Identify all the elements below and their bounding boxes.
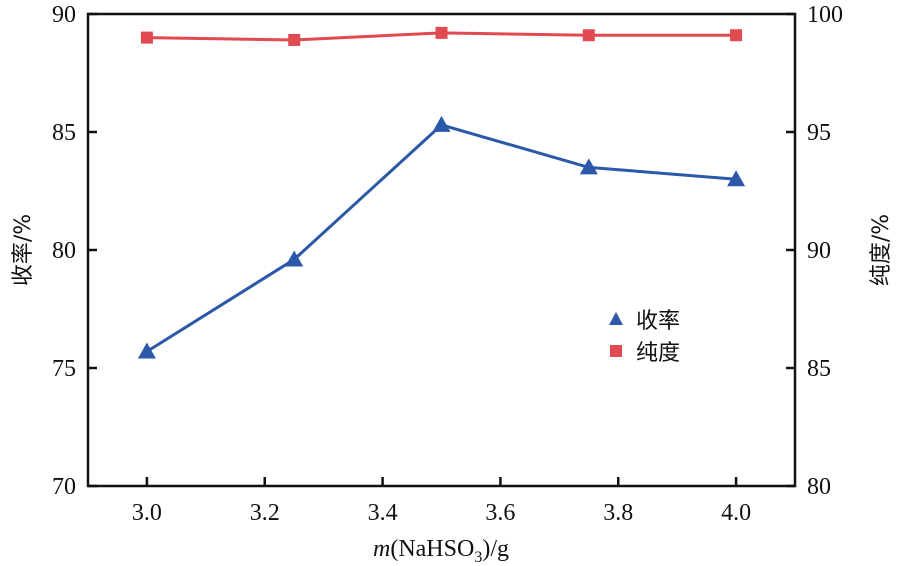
legend: 收率 纯度 <box>609 309 680 366</box>
y-axis-label-left: 收率/% <box>11 214 36 286</box>
y-tick-label-right: 80 <box>807 474 831 500</box>
y-tick-label-right: 100 <box>807 2 843 28</box>
x-tick-label: 3.4 <box>368 500 398 526</box>
y-tick-label-right: 95 <box>807 120 831 146</box>
data-point-square <box>435 26 448 39</box>
y-tick-label-right: 85 <box>807 356 831 382</box>
data-point-square <box>140 31 153 44</box>
y-tick-label-left: 80 <box>52 238 76 264</box>
legend-label-yield: 收率 <box>636 309 680 334</box>
data-point-triangle <box>432 115 451 132</box>
x-axis-label: m(NaHSO3)/g <box>373 536 509 566</box>
x-tick-label: 3.8 <box>603 500 633 526</box>
data-point-triangle <box>285 250 304 267</box>
data-point-square <box>730 29 743 42</box>
y-tick-label-left: 75 <box>52 356 76 382</box>
data-point-triangle <box>727 170 746 187</box>
legend-marker-yield <box>609 312 623 325</box>
y-tick-label-left: 85 <box>52 120 76 146</box>
x-tick-label: 3.6 <box>485 500 515 526</box>
data-point-square <box>582 29 595 42</box>
data-point-triangle <box>579 158 598 175</box>
x-tick-label: 4.0 <box>721 500 751 526</box>
legend-label-purity: 纯度 <box>636 341 680 366</box>
y-tick-label-left: 90 <box>52 2 76 28</box>
legend-marker-purity <box>610 345 622 357</box>
y-tick-label-right: 90 <box>807 238 831 264</box>
plot-frame <box>86 12 797 488</box>
y-tick-label-left: 70 <box>52 474 76 500</box>
y-axis-label-right: 纯度/% <box>869 214 894 286</box>
data-point-triangle <box>137 342 156 359</box>
data-point-square <box>288 33 301 46</box>
x-tick-label: 3.2 <box>250 500 280 526</box>
x-tick-label: 3.0 <box>132 500 162 526</box>
